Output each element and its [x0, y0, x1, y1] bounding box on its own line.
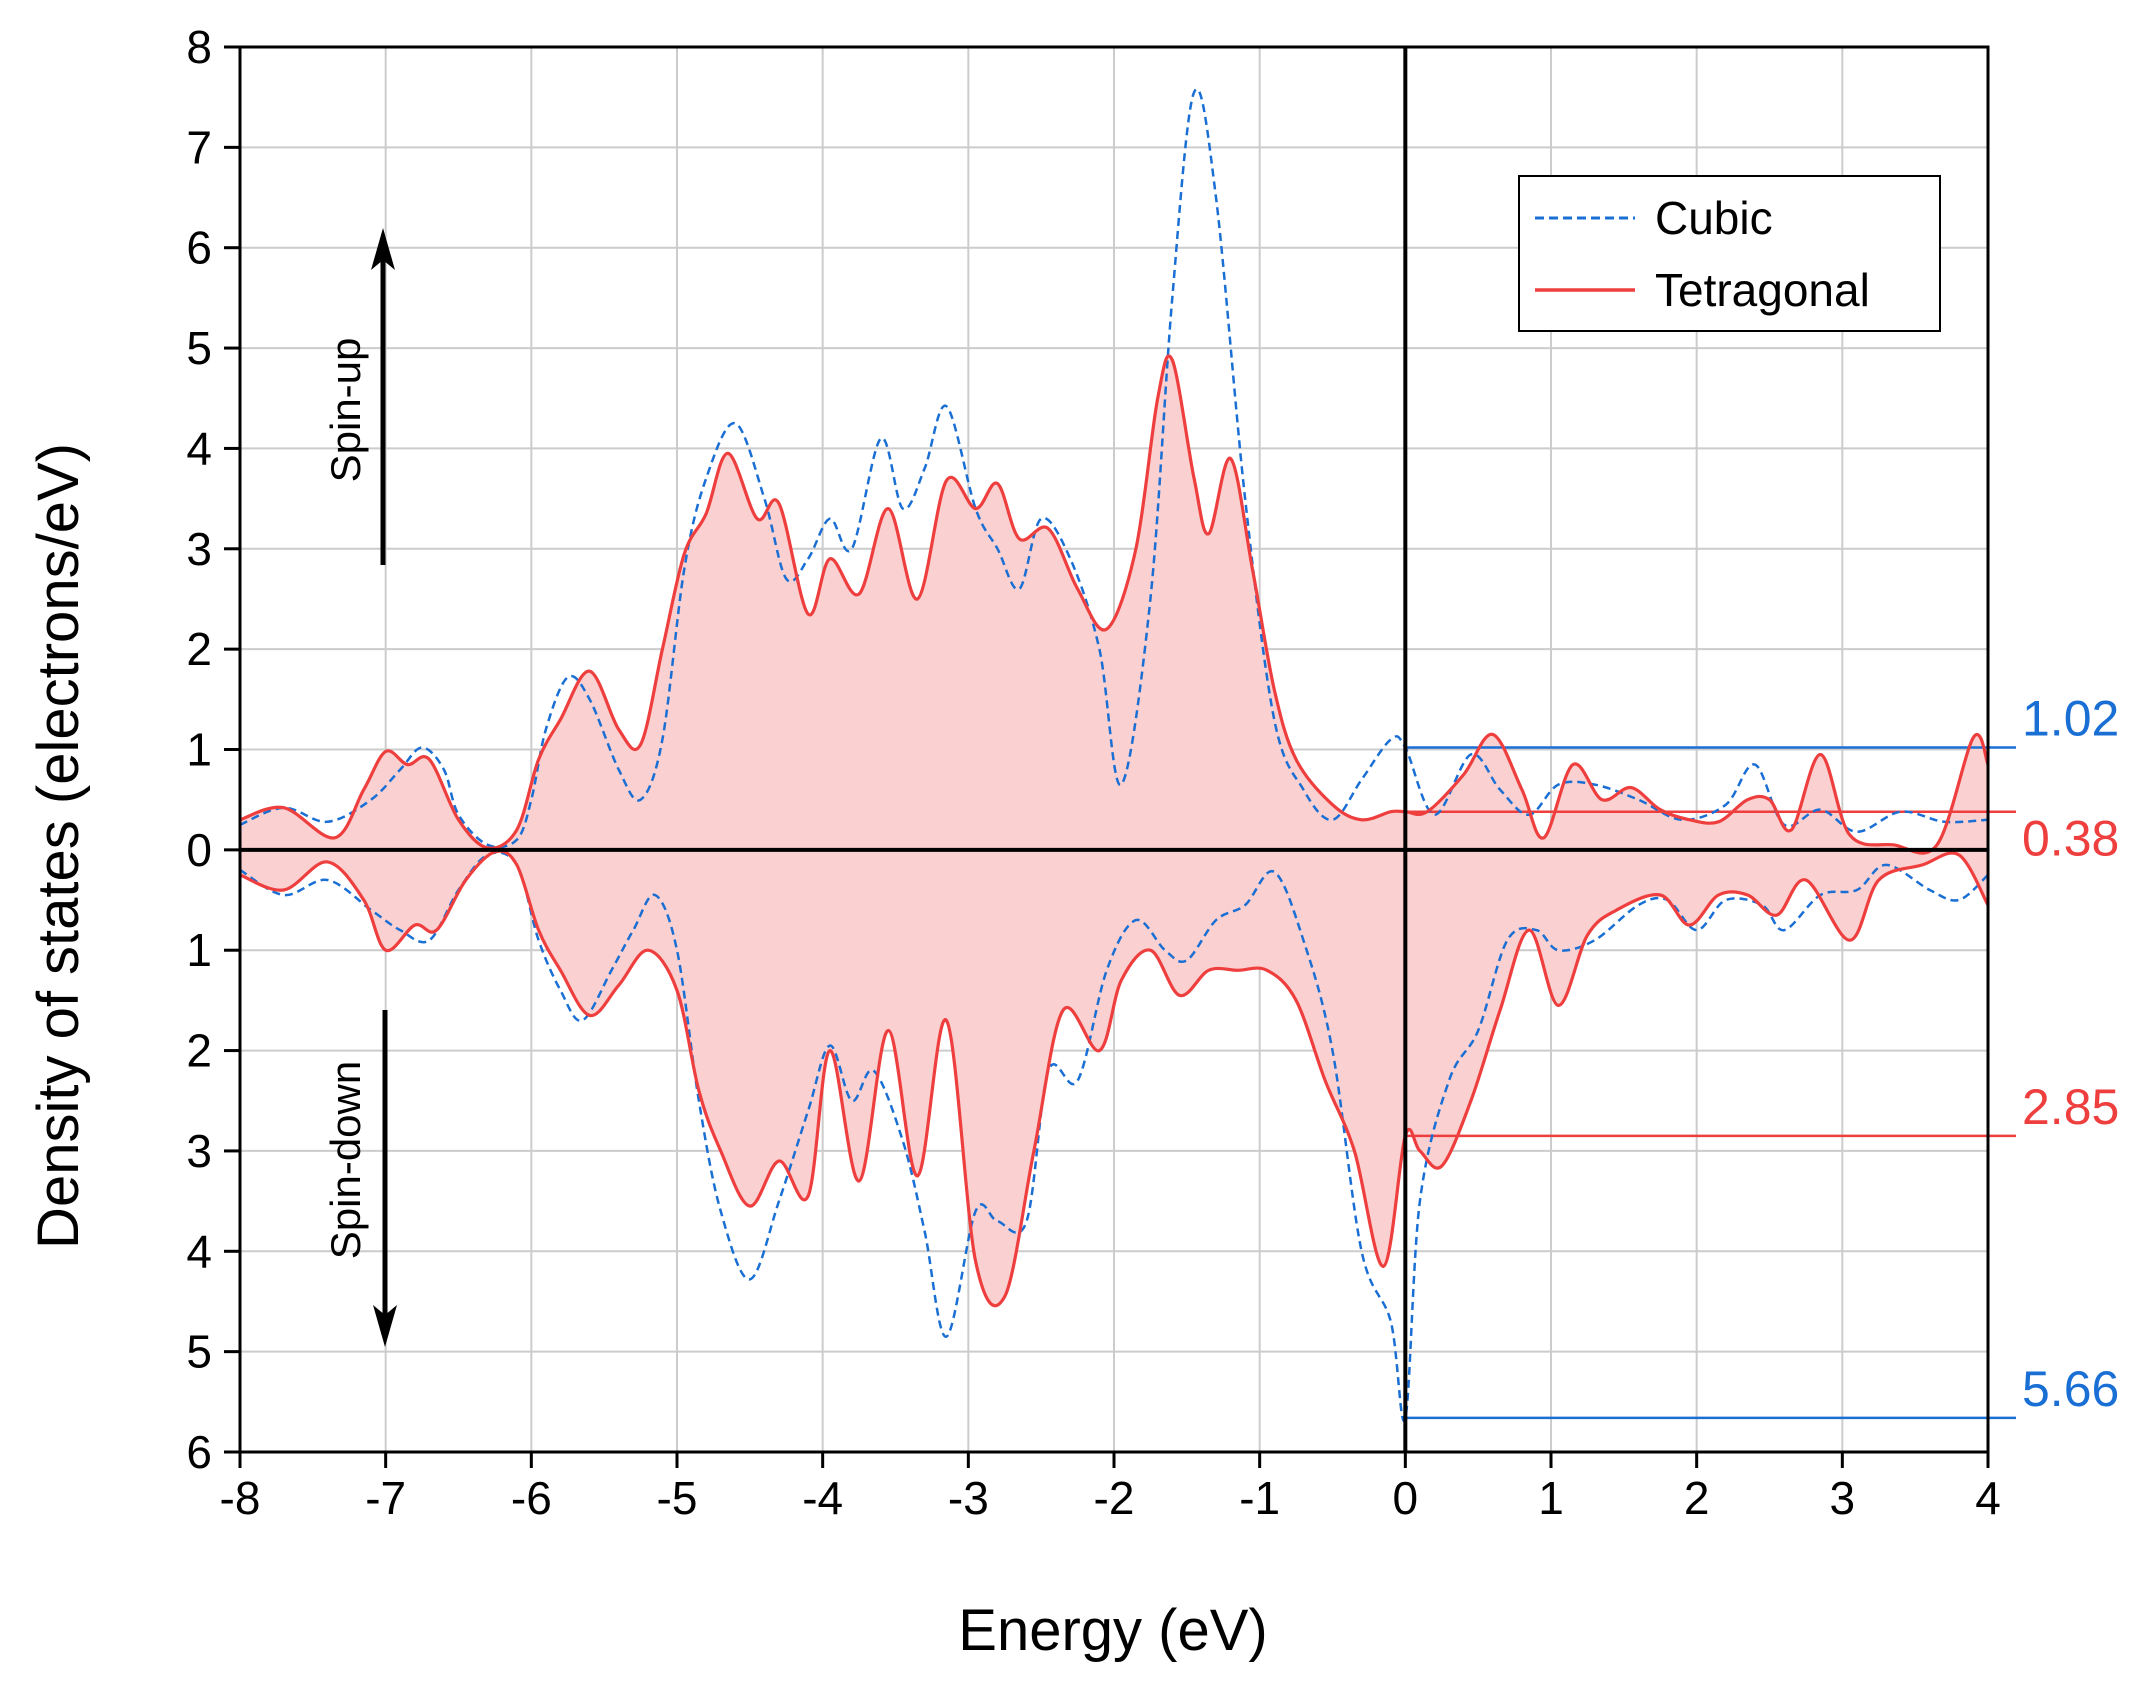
y-tick-labels: 6 5 4 3 2 1 0 1 2 3 4 5 6 7 8 — [186, 21, 212, 1478]
y-tick-label-14: 8 — [186, 21, 212, 73]
x-tick-label-7: -1 — [1239, 1472, 1280, 1524]
y-tick-label-7: 1 — [186, 724, 212, 776]
reference-label-0: 1.02 — [2022, 690, 2119, 746]
tetragonal-line-spin-down — [239, 849, 1990, 1308]
y-tick-label-6: 0 — [186, 824, 212, 876]
legend-cubic-label: Cubic — [1655, 192, 1773, 244]
axes-layer — [224, 45, 1990, 1468]
y-tick-label-8: 2 — [186, 623, 212, 675]
cubic-line-spin-up — [239, 88, 1989, 849]
reference-labels: 1.02 0.38 2.85 5.66 — [2022, 690, 2119, 1416]
reference-label-3: 5.66 — [2022, 1361, 2119, 1417]
x-tick-label-0: -8 — [220, 1472, 261, 1524]
x-tick-label-9: 1 — [1538, 1472, 1564, 1524]
y-tick-label-10: 4 — [186, 422, 212, 474]
y-tick-label-11: 5 — [186, 322, 212, 374]
reference-label-2: 2.85 — [2022, 1079, 2119, 1135]
x-tick-label-3: -5 — [657, 1472, 698, 1524]
x-tick-label-1: -7 — [365, 1472, 406, 1524]
x-tick-label-2: -6 — [511, 1472, 552, 1524]
y-tick-label-12: 6 — [186, 222, 212, 274]
y-tick-label-5: 1 — [186, 924, 212, 976]
y-tick-label-9: 3 — [186, 523, 212, 575]
y-tick-label-3: 3 — [186, 1125, 212, 1177]
spin-down-arrow — [373, 1010, 397, 1347]
x-tick-labels: -8 -7 -6 -5 -4 -3 -2 -1 0 1 2 3 4 — [220, 1472, 2001, 1524]
x-tick-label-11: 3 — [1830, 1472, 1856, 1524]
x-tick-label-12: 4 — [1975, 1472, 2001, 1524]
y-tick-label-1: 5 — [186, 1326, 212, 1378]
x-tick-label-10: 2 — [1684, 1472, 1710, 1524]
y-tick-label-0: 6 — [186, 1426, 212, 1478]
y-tick-label-13: 7 — [186, 121, 212, 173]
y-axis-title: Density of states (electrons/eV) — [26, 443, 91, 1249]
legend-tetragonal-label: Tetragonal — [1655, 264, 1870, 316]
x-tick-label-4: -4 — [802, 1472, 843, 1524]
tetragonal-fill-spin-up — [240, 355, 1988, 854]
legend: Cubic Tetragonal — [1518, 175, 1941, 332]
x-tick-label-6: -2 — [1094, 1472, 1135, 1524]
tetragonal-fill-layer — [240, 355, 1988, 1306]
tetragonal-line-spin-up — [239, 354, 1990, 855]
series-layer — [239, 88, 1990, 1422]
reference-label-1: 0.38 — [2022, 811, 2119, 867]
x-tick-label-5: -3 — [948, 1472, 989, 1524]
y-tick-label-2: 4 — [186, 1225, 212, 1277]
spin-down-label: Spin-down — [322, 1061, 369, 1259]
tetragonal-fill-spin-down — [240, 849, 1988, 1306]
spin-up-label: Spin-up — [322, 338, 369, 483]
y-tick-label-4: 2 — [186, 1025, 212, 1077]
x-tick-label-8: 0 — [1393, 1472, 1419, 1524]
x-axis-title: Energy (eV) — [958, 1598, 1267, 1663]
spin-up-arrow — [371, 228, 395, 565]
